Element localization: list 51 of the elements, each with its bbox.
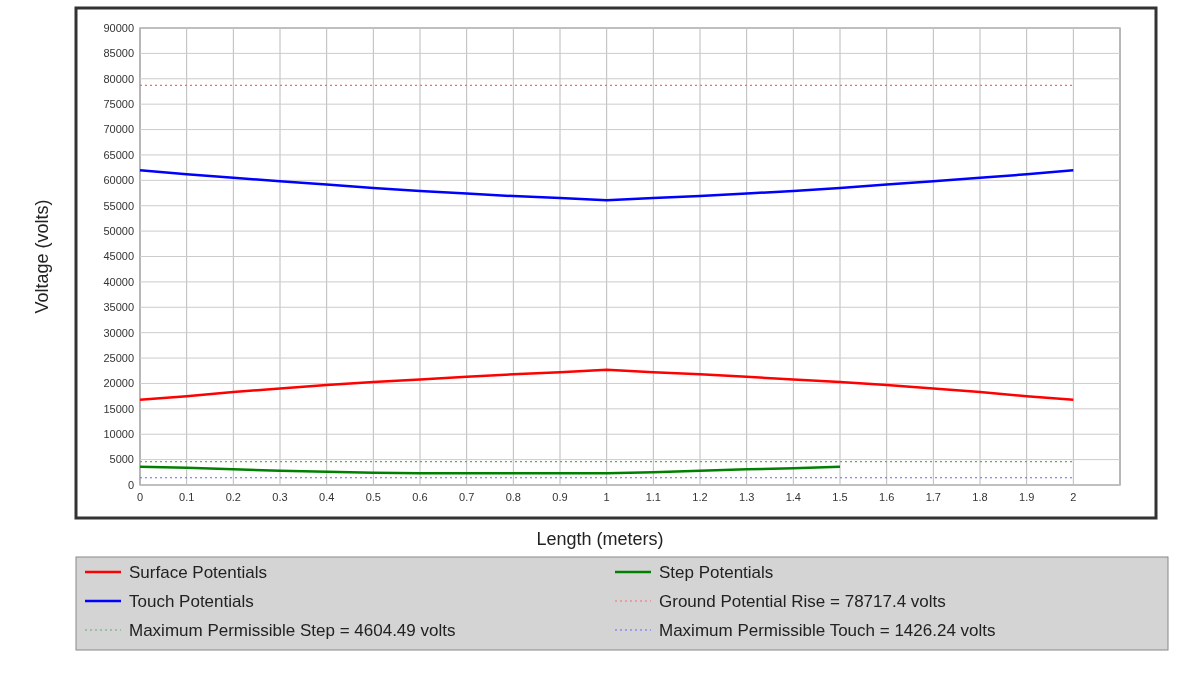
line-series [138, 168, 1075, 202]
x-tick-label: 0.5 [365, 491, 381, 503]
x-tick-label: 0.3 [272, 491, 288, 503]
y-tick-label: 50000 [103, 224, 134, 237]
legend-label: Maximum Permissible Touch = 1426.24 volts [659, 620, 996, 640]
y-tick-label: 65000 [103, 148, 134, 161]
legend-label: Maximum Permissible Step = 4604.49 volts [129, 620, 456, 640]
legend-label: Touch Potentials [129, 591, 254, 611]
y-tick-label: 40000 [103, 275, 134, 288]
x-tick-label: 1.5 [832, 491, 848, 503]
y-tick-label: 45000 [103, 250, 134, 263]
x-tick-label: 0 [136, 491, 144, 503]
line-series [138, 465, 842, 475]
x-tick-label: 2 [1070, 491, 1077, 503]
y-tick-label: 75000 [103, 98, 134, 111]
x-tick-label: 0.1 [179, 491, 195, 503]
x-tick-label: 1.3 [739, 491, 755, 503]
y-tick-label: 15000 [103, 402, 134, 415]
y-tick-label: 85000 [103, 47, 134, 60]
y-tick-label: 35000 [103, 301, 134, 314]
legend-label: Step Potentials [659, 562, 774, 582]
x-tick-label: 0.9 [552, 491, 568, 503]
y-tick-label: 55000 [103, 199, 134, 212]
y-tick-label: 90000 [103, 21, 134, 34]
x-tick-label: 1 [603, 491, 610, 503]
x-tick-label: 0.7 [459, 491, 475, 503]
y-tick-label: 25000 [103, 351, 134, 364]
x-axis-title: Length (meters) [536, 529, 664, 549]
y-tick-label: 0 [127, 478, 134, 491]
y-tick-label: 5000 [109, 453, 134, 466]
line-series [138, 368, 1075, 401]
x-tick-label: 1.7 [925, 491, 941, 503]
x-tick-label: 0.4 [319, 491, 335, 503]
legend-label: Ground Potential Rise = 78717.4 volts [659, 591, 946, 611]
legend-label: Surface Potentials [129, 562, 267, 582]
x-tick-label: 1.6 [879, 491, 895, 503]
y-tick-label: 70000 [103, 123, 134, 136]
y-tick-label: 60000 [103, 174, 134, 187]
y-tick-label: 10000 [103, 428, 134, 441]
x-tick-label: 0.8 [505, 491, 521, 503]
x-tick-label: 0.2 [225, 491, 241, 503]
y-tick-label: 30000 [103, 326, 134, 339]
y-tick-label: 20000 [103, 377, 134, 390]
x-tick-label: 1.8 [972, 491, 988, 503]
x-tick-label: 1.4 [785, 491, 801, 503]
y-axis-title: Voltage (volts) [32, 199, 52, 314]
x-tick-label: 1.9 [1019, 491, 1035, 503]
x-tick-label: 0.6 [412, 491, 428, 503]
x-tick-label: 1.2 [692, 491, 708, 503]
x-tick-label: 1.1 [645, 491, 661, 503]
y-tick-label: 80000 [103, 72, 134, 85]
